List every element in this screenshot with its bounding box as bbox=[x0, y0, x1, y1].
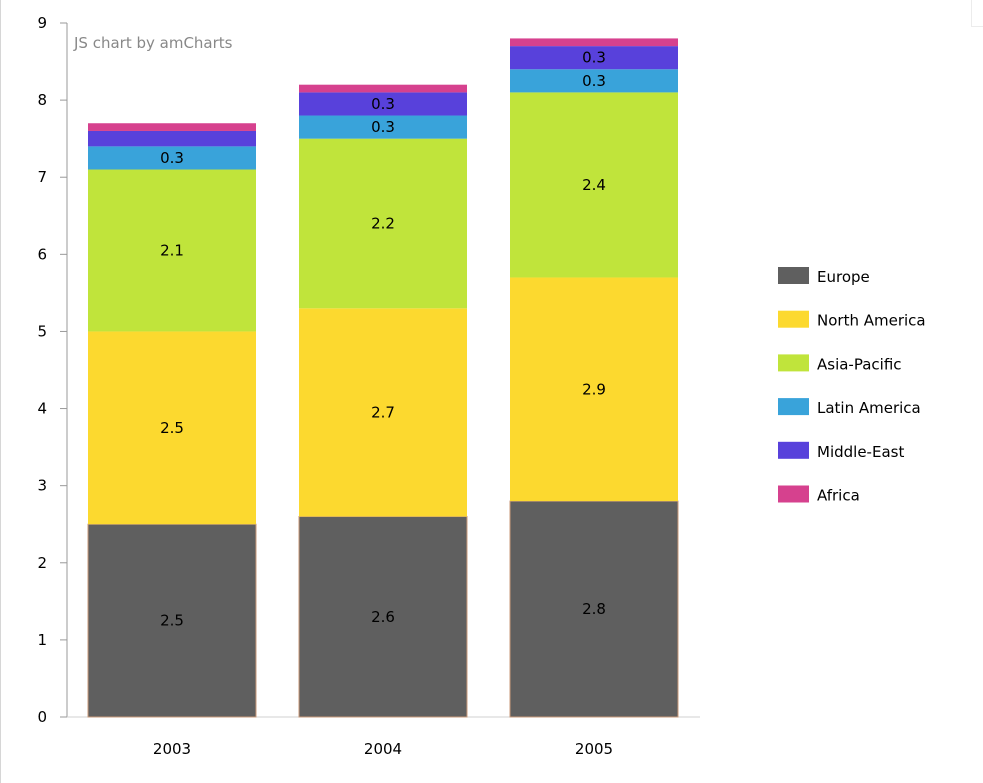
legend-item-middle-east[interactable]: Middle-East bbox=[778, 441, 904, 461]
data-label: 2.7 bbox=[371, 403, 395, 421]
data-label: 0.3 bbox=[371, 95, 395, 113]
bar-segment-europe-2003[interactable] bbox=[87, 523, 257, 718]
x-tick-label: 2004 bbox=[364, 740, 402, 758]
data-label: 2.8 bbox=[582, 600, 606, 618]
data-label: 0.3 bbox=[582, 72, 606, 90]
y-tick-label: 8 bbox=[37, 91, 47, 109]
data-labels-group: 2.5 2.5 2.1 0.3 2.6 2.7 2.2 0.3 0.3 2.8 2.9 2.4 0.3 0… bbox=[160, 49, 606, 630]
legend-label: North America bbox=[817, 312, 926, 330]
bar-segment-africa-2003[interactable] bbox=[88, 123, 256, 131]
legend-swatch bbox=[778, 441, 809, 459]
y-tick-label: 7 bbox=[37, 168, 47, 186]
bars-group bbox=[87, 38, 679, 718]
x-tick-label: 2005 bbox=[575, 740, 613, 758]
legend-item-latin-america[interactable]: Latin America bbox=[778, 398, 921, 417]
data-label: 2.6 bbox=[371, 608, 395, 626]
bar-segment-africa-2004[interactable] bbox=[299, 84, 467, 93]
y-tick-label: 6 bbox=[37, 245, 47, 263]
bar-segment-latin-america-2004[interactable] bbox=[299, 115, 467, 139]
bar-segment-middle-east-2003[interactable] bbox=[88, 130, 256, 147]
bar-segment-middle-east-2005[interactable] bbox=[510, 46, 678, 70]
legend-label: Asia-Pacific bbox=[817, 355, 902, 373]
bar-segment-north-america-2004[interactable] bbox=[299, 308, 467, 517]
chart-credit-text[interactable]: JS chart by amCharts bbox=[73, 34, 233, 52]
bar-segment-europe-2004[interactable] bbox=[298, 516, 468, 718]
legend-swatch bbox=[778, 354, 809, 372]
legend-label: Africa bbox=[817, 487, 860, 505]
legend-item-europe[interactable]: Europe bbox=[778, 267, 870, 286]
legend-swatch bbox=[778, 267, 809, 284]
y-tick-label: 3 bbox=[37, 477, 47, 495]
data-label: 2.2 bbox=[371, 214, 395, 232]
y-tick-label: 1 bbox=[37, 631, 47, 649]
y-tick-label: 4 bbox=[37, 400, 47, 418]
bar-segment-asia-pacific-2003[interactable] bbox=[88, 169, 256, 332]
legend-label: Europe bbox=[817, 268, 870, 286]
legend-swatch bbox=[778, 310, 809, 328]
y-tick-label: 0 bbox=[37, 708, 47, 726]
bar-segment-middle-east-2004[interactable] bbox=[299, 92, 467, 116]
data-label: 2.5 bbox=[160, 612, 184, 630]
bar-segment-europe-2005[interactable] bbox=[509, 500, 679, 718]
y-tick-label: 9 bbox=[37, 14, 47, 32]
data-label: 0.3 bbox=[582, 49, 606, 67]
legend-label: Middle-East bbox=[817, 443, 904, 461]
data-label: 0.3 bbox=[160, 149, 184, 167]
y-tick-label: 5 bbox=[37, 322, 47, 340]
legend-item-africa[interactable]: Africa bbox=[778, 485, 860, 505]
bar-segment-asia-pacific-2005[interactable] bbox=[510, 92, 678, 278]
bar-segment-north-america-2005[interactable] bbox=[510, 277, 678, 502]
bar-segment-latin-america-2005[interactable] bbox=[510, 69, 678, 93]
legend-group: Europe North America Asia-Pacific Latin Ame… bbox=[778, 267, 926, 505]
legend-swatch bbox=[778, 398, 809, 416]
data-label: 2.5 bbox=[160, 419, 184, 437]
legend-item-north-america[interactable]: North America bbox=[778, 310, 926, 330]
legend-label: Latin America bbox=[817, 399, 921, 417]
corner-widget bbox=[971, 0, 983, 27]
legend-item-asia-pacific[interactable]: Asia-Pacific bbox=[778, 354, 902, 373]
data-label: 2.9 bbox=[582, 380, 606, 398]
data-label: 0.3 bbox=[371, 118, 395, 136]
bar-segment-latin-america-2003[interactable] bbox=[88, 146, 256, 170]
bar-segment-north-america-2003[interactable] bbox=[88, 331, 256, 525]
legend-swatch bbox=[778, 485, 809, 503]
bar-segment-africa-2005[interactable] bbox=[510, 38, 678, 47]
data-label: 2.4 bbox=[582, 176, 606, 194]
x-tick-label: 2003 bbox=[153, 740, 191, 758]
bar-segment-asia-pacific-2004[interactable] bbox=[299, 138, 467, 309]
data-label: 2.1 bbox=[160, 241, 184, 259]
y-tick-label: 2 bbox=[37, 554, 47, 572]
